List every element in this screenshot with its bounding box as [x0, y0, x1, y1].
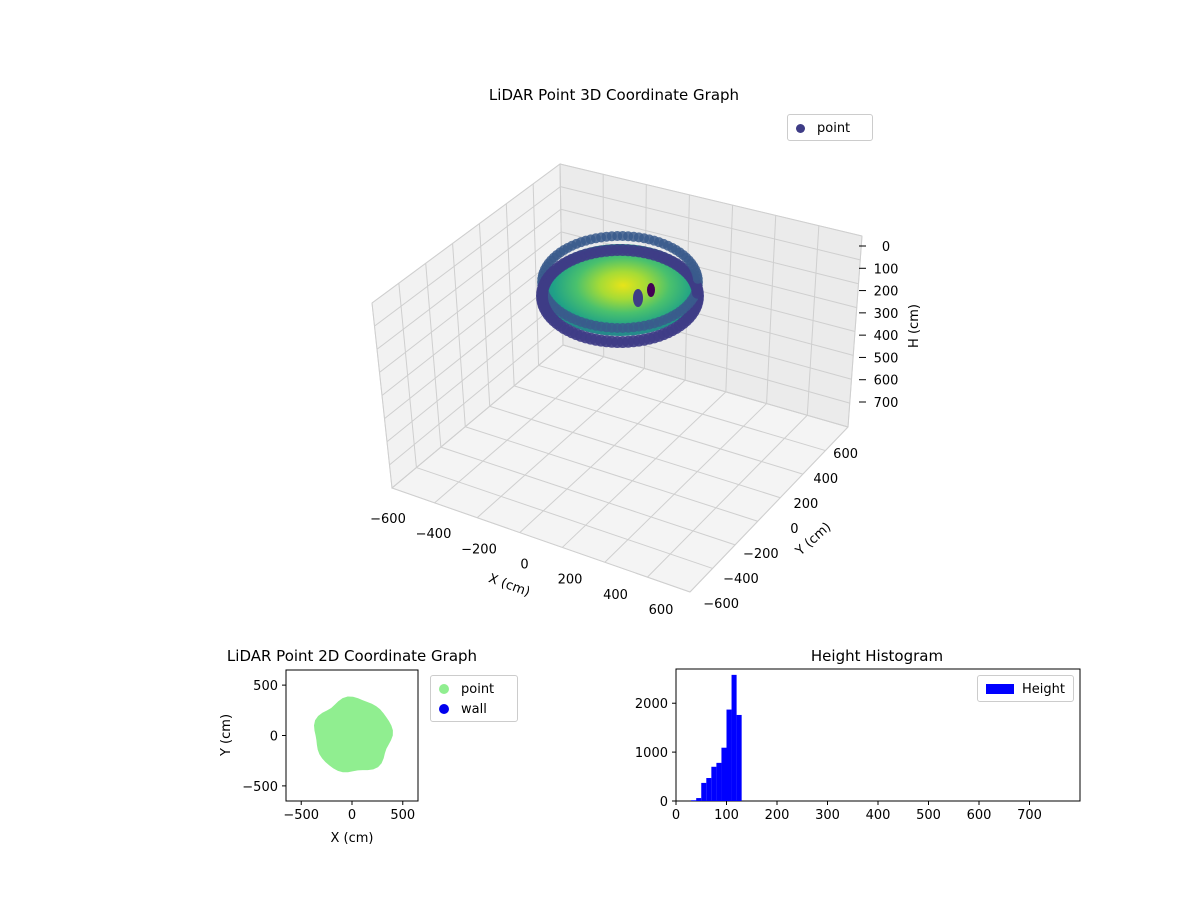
x-tick-label-3d: −200 — [461, 542, 497, 557]
y-tick-label-hist: 2000 — [635, 697, 668, 712]
z-tick-label-3d: 0 — [882, 240, 890, 255]
z-axis-label-3d: H (cm) — [907, 304, 922, 348]
x-tick-label-2d: 500 — [390, 808, 415, 823]
y-tick-label-2d: −500 — [242, 780, 278, 795]
legend-label-point-2d: point — [461, 681, 495, 697]
x-tick-label-hist: 600 — [967, 808, 992, 823]
y-tick-label-3d: 600 — [833, 447, 858, 462]
x-tick-label-hist: 0 — [672, 808, 680, 823]
hist-bar — [701, 782, 707, 801]
point-region — [314, 696, 393, 773]
chart3d: −600 −400 −200 0 200 400 600 −600 −400 −200 0 200 40… — [370, 163, 922, 618]
legend-marker-point-2d — [439, 684, 449, 694]
x-tick-label-hist: 400 — [866, 808, 891, 823]
hist-bar — [721, 747, 727, 801]
x-axis-label-2d: X (cm) — [331, 831, 374, 846]
y-tick-label-3d: 400 — [813, 472, 838, 487]
x-tick-label-2d: 0 — [348, 808, 356, 823]
legend-label-point: point — [817, 120, 851, 136]
y-tick-label-3d: −400 — [723, 572, 759, 587]
z-tick-label-3d: 300 — [874, 307, 899, 322]
chart2d-title: LiDAR Point 2D Coordinate Graph — [226, 647, 478, 665]
chart3d-title: LiDAR Point 3D Coordinate Graph — [488, 86, 740, 104]
y-tick-label-2d: 0 — [270, 730, 278, 745]
y-tick-label-3d: 0 — [790, 522, 798, 537]
hist-bar — [711, 766, 717, 801]
x-tick-label-3d: 0 — [520, 558, 528, 573]
z-tick-label-3d: 400 — [874, 329, 899, 344]
y-axis-label-2d: Y (cm) — [219, 714, 234, 757]
cloud-point — [691, 286, 704, 299]
legend-marker-height — [986, 684, 1015, 694]
x-tick-label-hist: 300 — [815, 808, 840, 823]
x-tick-label-2d: −500 — [283, 808, 319, 823]
cloud-point — [633, 289, 643, 307]
z-tick-label-3d: 100 — [874, 262, 899, 277]
x-tick-label-3d: −400 — [416, 527, 452, 542]
y-tick-label-hist: 0 — [660, 795, 668, 810]
legend-marker-wall — [439, 704, 449, 714]
legend-label-wall: wall — [461, 701, 487, 717]
z-tick-label-3d: 200 — [874, 285, 899, 300]
y-tick-label-hist: 1000 — [635, 746, 668, 761]
z-tick-label-3d: 600 — [874, 374, 899, 389]
x-tick-label-3d: 600 — [649, 603, 674, 618]
x-tick-label-3d: 400 — [603, 588, 628, 603]
y-tick-label-3d: −200 — [743, 547, 779, 562]
axis-ticks-hist: 0 100 200 300 400 500 600 700 0 1000 2000 — [635, 697, 1042, 823]
cloud-surface — [542, 244, 698, 336]
y-tick-label-2d: 500 — [253, 679, 278, 694]
y-tick-label-3d: −600 — [703, 597, 739, 612]
legend-label-height: Height — [1022, 681, 1065, 697]
y-tick-label-3d: 200 — [794, 497, 819, 512]
x-tick-label-hist: 700 — [1017, 808, 1042, 823]
hist-bar — [691, 800, 697, 801]
cloud-point — [647, 283, 655, 297]
axis-ticks-2d: −500 −500 0 0 500 500 — [242, 679, 415, 823]
hist-bars — [691, 674, 742, 801]
point-cloud — [536, 231, 704, 348]
cloud-point — [692, 273, 703, 284]
hist-bar — [706, 778, 712, 801]
x-tick-label-3d: 200 — [558, 573, 583, 588]
x-tick-label-hist: 100 — [714, 808, 739, 823]
x-tick-label-hist: 200 — [765, 808, 790, 823]
legend-marker-point — [796, 123, 805, 133]
x-tick-label-hist: 500 — [916, 808, 941, 823]
hist-bar — [696, 798, 702, 801]
hist-title: Height Histogram — [810, 647, 944, 665]
hist-bar — [716, 762, 722, 801]
hist-bar — [726, 709, 732, 801]
x-tick-label-3d: −600 — [370, 512, 406, 527]
chart3d-legend: point — [787, 114, 873, 141]
hist-legend: Height — [977, 675, 1074, 702]
hist-bar — [731, 674, 737, 801]
hist-bar — [736, 714, 742, 801]
axis-ticks-3d: −600 −400 −200 0 200 400 600 −600 −400 −200 0 200 40… — [370, 240, 898, 618]
z-tick-label-3d: 700 — [874, 396, 899, 411]
z-tick-label-3d: 500 — [874, 351, 899, 366]
chart2d-legend: point wall — [430, 675, 518, 722]
